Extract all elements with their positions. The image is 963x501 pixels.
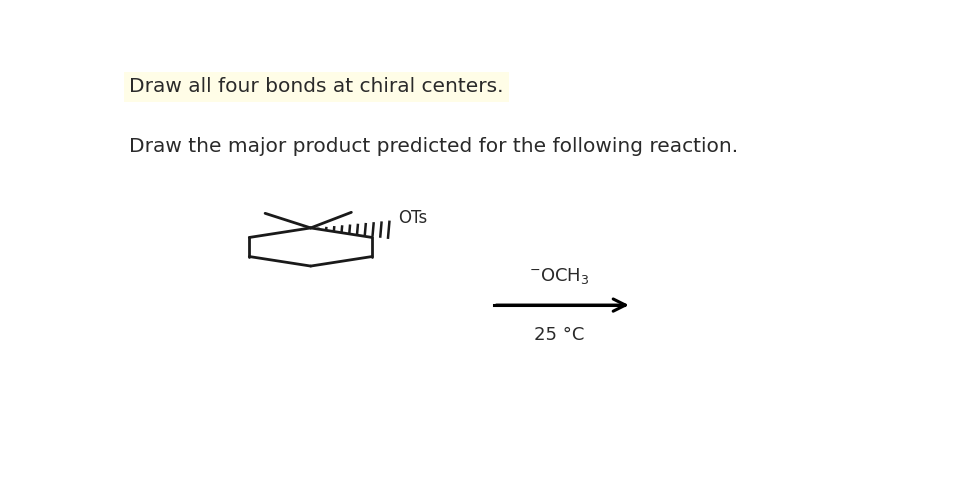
Text: Draw the major product predicted for the following reaction.: Draw the major product predicted for the… — [129, 137, 739, 156]
Text: Draw all four bonds at chiral centers.: Draw all four bonds at chiral centers. — [129, 78, 504, 97]
Text: $\mathsf{{}^{-}OCH_3}$: $\mathsf{{}^{-}OCH_3}$ — [529, 266, 589, 286]
Text: OTs: OTs — [398, 209, 428, 227]
Text: 25 °C: 25 °C — [534, 326, 584, 344]
